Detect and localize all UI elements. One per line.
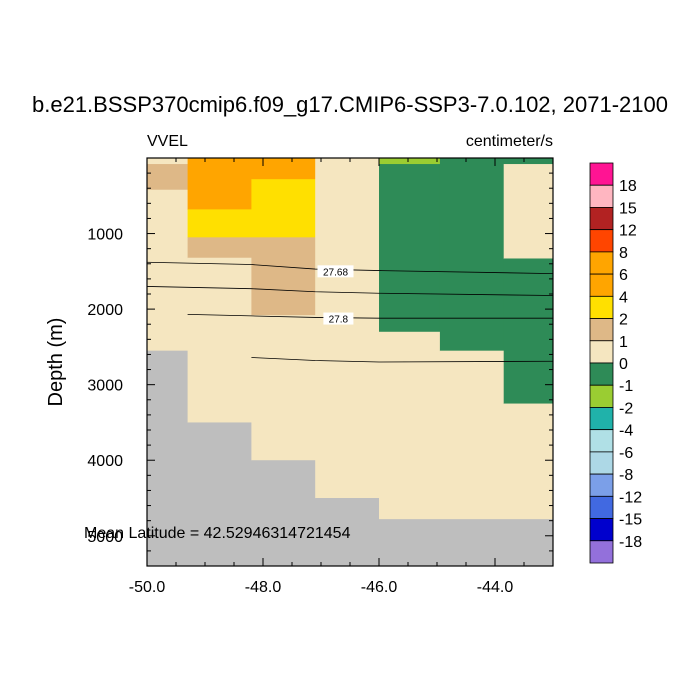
contour-line xyxy=(187,314,553,319)
y-tick-label: 2000 xyxy=(87,302,123,319)
y-axis-ticks: 1000 2000 3000 4000 5000 xyxy=(87,172,553,567)
colorbar-label: 1 xyxy=(619,334,628,351)
heatmap-cell xyxy=(379,164,441,333)
heatmap-cell xyxy=(251,179,316,238)
mean-latitude-annotation: Mean Latitude = 42.52946314721454 xyxy=(84,525,351,542)
heatmap-cells xyxy=(147,158,554,567)
colorbar-swatch xyxy=(589,184,614,208)
colorbar-label: -18 xyxy=(619,534,642,551)
colorbar-swatch xyxy=(589,340,614,364)
colorbar-label: 12 xyxy=(619,223,637,240)
contour-label-background xyxy=(323,312,354,325)
colorbar-swatch xyxy=(589,251,614,275)
contour-line xyxy=(146,286,554,296)
x-tick-label: -46.0 xyxy=(361,579,398,596)
x-tick-label: -48.0 xyxy=(245,579,282,596)
heatmap-cell xyxy=(503,164,554,259)
heatmap-cell xyxy=(251,315,316,461)
colorbar-label: 2 xyxy=(619,312,628,329)
heatmap-cell xyxy=(379,331,441,520)
y-tick-label: 1000 xyxy=(87,227,123,244)
colorbar-label: 4 xyxy=(619,289,628,306)
colorbar-label: 6 xyxy=(619,267,628,284)
heatmap-cell xyxy=(147,164,189,191)
heatmap-cell xyxy=(503,403,554,520)
colorbar-label: -1 xyxy=(619,378,633,395)
y-tick-label: 5000 xyxy=(87,529,123,546)
contour-label: 27.8 xyxy=(329,315,349,326)
heatmap-cell xyxy=(147,158,189,165)
contour-lines xyxy=(146,261,554,363)
colorbar-label: -12 xyxy=(619,489,642,506)
colorbar-swatch xyxy=(589,518,614,542)
colorbar-swatch xyxy=(589,473,614,497)
variable-label: VVEL xyxy=(147,133,188,150)
colorbar-swatch xyxy=(589,407,614,431)
colorbar-label: 15 xyxy=(619,200,637,217)
contour-label: 27.68 xyxy=(323,267,348,278)
colorbar-swatch xyxy=(589,295,614,319)
colorbar-label: -8 xyxy=(619,467,633,484)
colorbar-swatch xyxy=(589,318,614,342)
y-tick-label: 4000 xyxy=(87,453,123,470)
colorbar-swatch xyxy=(589,362,614,386)
missing-data-cell xyxy=(379,519,554,567)
heatmap-cell xyxy=(251,158,316,180)
contour-line xyxy=(251,357,554,363)
y-tick-label: 3000 xyxy=(87,378,123,395)
heatmap-cell xyxy=(503,158,554,165)
heatmap-cell xyxy=(147,189,189,352)
colorbar-label: 18 xyxy=(619,178,637,195)
colorbar-swatch xyxy=(589,207,614,231)
colorbar: 18 15 12 8 6 4 2 1 0 -1 -2 -4 -6 -8 -12 -15 -18 xyxy=(589,162,642,564)
colorbar-label: 8 xyxy=(619,245,628,262)
colorbar-label: -6 xyxy=(619,445,633,462)
missing-data-cell xyxy=(251,460,316,567)
heatmap-cell xyxy=(187,257,252,423)
missing-data-cell xyxy=(187,422,252,567)
colorbar-label: -4 xyxy=(619,423,633,440)
colorbar-swatch xyxy=(589,495,614,519)
colorbar-swatch xyxy=(589,162,614,186)
units-label: centimeter/s xyxy=(466,133,553,150)
y-axis-label: Depth (m) xyxy=(45,318,67,407)
heatmap-cell xyxy=(315,158,380,499)
colorbar-label: -2 xyxy=(619,400,633,417)
colorbar-label: -15 xyxy=(619,512,642,529)
missing-data-cell xyxy=(315,498,380,567)
colorbar-swatch xyxy=(589,429,614,453)
colorbar-label: 0 xyxy=(619,356,628,373)
heatmap-cell xyxy=(187,209,252,238)
contour-label-background xyxy=(317,265,354,278)
x-axis-ticks: -50.0 -48.0 -46.0 -44.0 xyxy=(129,158,554,596)
colorbar-swatch xyxy=(589,273,614,297)
x-tick-label: -44.0 xyxy=(477,579,514,596)
colorbar-swatch xyxy=(589,229,614,253)
heatmap-cell xyxy=(439,350,505,520)
chart-title: b.e21.BSSP370cmip6.f09_g17.CMIP6-SSP3-7.… xyxy=(32,92,668,117)
heatmap-cell xyxy=(251,237,316,316)
colorbar-swatch xyxy=(589,451,614,475)
colorbar-swatch xyxy=(589,384,614,408)
x-tick-label: -50.0 xyxy=(129,579,166,596)
heatmap-cell xyxy=(379,158,441,165)
heatmap-cell xyxy=(439,158,505,352)
contour-labels: 27.68 27.8 xyxy=(317,265,354,326)
colorbar-swatch xyxy=(589,540,614,564)
contour-line xyxy=(146,261,554,274)
heatmap-cell xyxy=(187,237,252,259)
missing-data-cell xyxy=(147,350,189,567)
heatmap-cell xyxy=(187,158,252,210)
heatmap-cell xyxy=(503,258,554,405)
